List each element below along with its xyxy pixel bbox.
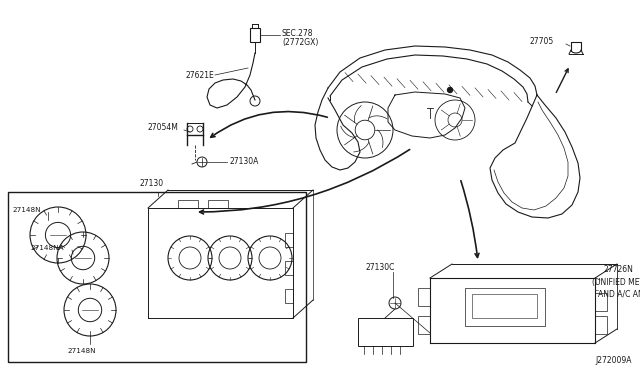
Bar [250,28,260,42]
Bar [285,233,293,247]
Bar [418,316,430,334]
Text: 27130A: 27130A [229,157,259,167]
Text: (UNIFIED METER: (UNIFIED METER [592,279,640,288]
Text: 27726N: 27726N [604,266,634,275]
Text: 27705: 27705 [530,38,554,46]
Bar [8,192,306,362]
Text: AND A/C AMP): AND A/C AMP) [598,291,640,299]
Bar [418,288,430,306]
Text: SEC.278: SEC.278 [282,29,314,38]
Bar [208,200,228,208]
Text: 27130C: 27130C [365,263,394,273]
Bar [285,289,293,303]
Bar [358,318,413,346]
Bar [595,316,607,334]
Bar [595,293,607,311]
Bar [472,294,537,318]
Text: 27148NA: 27148NA [30,245,63,251]
Text: 27621E: 27621E [185,71,214,80]
Text: 27148N: 27148N [12,207,40,213]
Text: 27130: 27130 [140,179,164,188]
Circle shape [447,87,452,93]
Bar [465,288,545,326]
Bar [178,200,198,208]
Text: 27148N: 27148N [68,348,96,354]
Text: (2772GX): (2772GX) [282,38,318,46]
Bar [285,261,293,275]
Text: 27054M: 27054M [148,124,179,132]
Text: J272009A: J272009A [595,356,632,365]
